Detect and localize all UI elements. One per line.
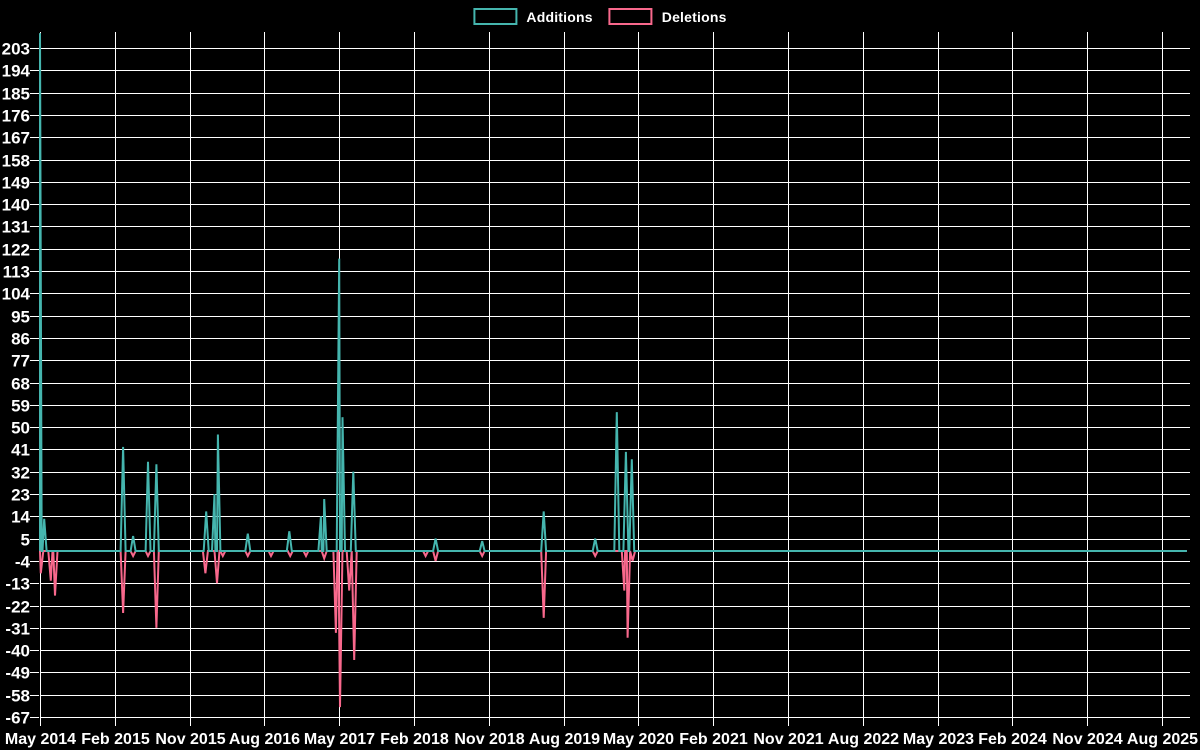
y-tick-label: 131: [2, 218, 30, 237]
deletions-swatch-icon: [608, 8, 653, 25]
y-tick-label: -22: [5, 598, 30, 617]
y-tick-label: 140: [2, 196, 30, 215]
legend-item-additions[interactable]: Additions: [473, 8, 593, 25]
y-tick-label: 104: [2, 285, 31, 304]
y-tick-label: 86: [11, 330, 30, 349]
x-tick-label: Aug 2022: [828, 731, 899, 748]
legend-label-deletions: Deletions: [661, 8, 727, 25]
y-tick-label: -4: [15, 553, 31, 572]
legend-item-deletions[interactable]: Deletions: [608, 8, 727, 25]
y-tick-label: 59: [11, 397, 30, 416]
x-grid-and-labels: [40, 32, 1163, 726]
y-tick-label: 185: [2, 85, 30, 104]
x-tick-label: Aug 2019: [529, 731, 600, 748]
x-tick-label: May 2017: [304, 731, 375, 748]
y-tick-label: 95: [11, 308, 30, 327]
y-tick-label: -31: [5, 620, 30, 639]
y-tick-label: 5: [21, 531, 30, 550]
y-tick-label: 176: [2, 107, 30, 126]
x-tick-label: Aug 2016: [229, 731, 300, 748]
additions-swatch-icon: [473, 8, 518, 25]
y-tick-label: 41: [11, 441, 30, 460]
additions-line: [39, 33, 1187, 552]
y-tick-label: 167: [2, 129, 30, 148]
y-tick-label: -58: [5, 687, 30, 706]
y-tick-label: 77: [11, 352, 30, 371]
y-grid-and-labels: [30, 48, 1190, 718]
x-tick-label: May 2014: [5, 731, 76, 748]
x-tick-label: Aug 2025: [1127, 731, 1198, 748]
x-tick-label: Nov 2015: [155, 731, 225, 748]
x-tick-label: Feb 2021: [679, 731, 748, 748]
y-tick-label: 68: [11, 375, 30, 394]
legend-label-additions: Additions: [526, 8, 593, 25]
x-tick-label: May 2023: [903, 731, 974, 748]
y-tick-label: 14: [11, 508, 30, 527]
y-tick-label: 32: [11, 464, 30, 483]
y-tick-label: -67: [5, 709, 30, 728]
x-tick-label: Feb 2024: [978, 731, 1047, 748]
x-tick-label: Nov 2021: [753, 731, 823, 748]
y-tick-label: 158: [2, 152, 30, 171]
y-tick-label: -40: [5, 642, 30, 661]
y-tick-label: -49: [5, 664, 30, 683]
y-tick-label: 23: [11, 486, 30, 505]
x-tick-label: Feb 2015: [81, 731, 150, 748]
chart-legend: Additions Deletions: [473, 8, 726, 25]
x-tick-label: Feb 2018: [380, 731, 449, 748]
y-tick-label: 203: [2, 40, 30, 59]
y-tick-label: 113: [3, 263, 30, 282]
x-tick-label: May 2020: [603, 731, 674, 748]
x-tick-label: Nov 2018: [454, 731, 524, 748]
y-tick-label: 149: [2, 174, 30, 193]
y-tick-label: 122: [2, 241, 30, 260]
x-tick-label: Nov 2024: [1052, 731, 1122, 748]
y-tick-label: 194: [2, 62, 31, 81]
y-tick-label: -13: [5, 575, 30, 594]
deletions-line: [39, 550, 1187, 708]
y-tick-label: 50: [11, 419, 30, 438]
